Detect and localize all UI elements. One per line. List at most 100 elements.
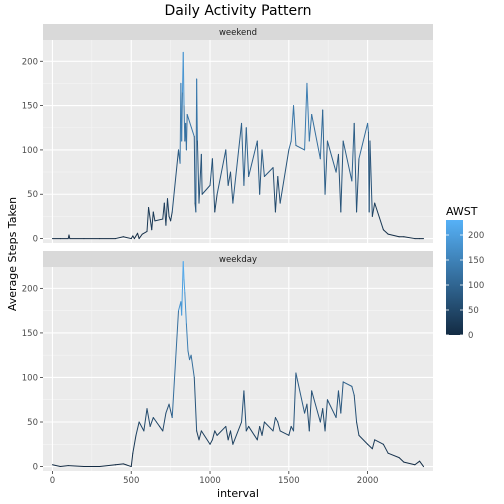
- line-segment: [387, 233, 400, 238]
- line-segment: [256, 140, 261, 195]
- line-segment: [232, 122, 243, 204]
- line-segment: [290, 105, 295, 142]
- chart-title: Daily Activity Pattern: [164, 3, 311, 19]
- legend-tick-label: 100: [468, 281, 484, 291]
- facet-strip-label: weekend: [219, 28, 257, 38]
- x-tick-label: 1000: [199, 476, 221, 486]
- line-segment: [414, 460, 421, 466]
- line-segment: [214, 193, 218, 213]
- y-tick-label: 100: [22, 146, 38, 156]
- line-segment: [225, 149, 229, 186]
- line-segment: [324, 399, 328, 432]
- line-segment: [293, 372, 297, 432]
- line-segment: [232, 421, 243, 445]
- line-segment: [132, 434, 137, 454]
- line-segment: [319, 408, 324, 423]
- line-segment: [263, 167, 274, 178]
- line-segment: [367, 443, 373, 450]
- line-segment: [170, 211, 173, 222]
- line-segment: [337, 390, 342, 414]
- line-segment: [114, 236, 124, 240]
- legend-tick-label: 50: [468, 306, 479, 316]
- line-segment: [162, 412, 167, 432]
- line-segment: [382, 229, 389, 235]
- line-segment: [135, 421, 140, 436]
- line-segment: [67, 465, 85, 468]
- line-segment: [261, 149, 265, 178]
- line-segment: [322, 408, 326, 432]
- line-segment: [181, 91, 183, 142]
- line-segment: [263, 421, 274, 432]
- line-segment: [130, 452, 134, 468]
- line-segment: [326, 399, 337, 419]
- line-segment: [149, 417, 154, 427]
- x-tick-label: 500: [123, 476, 139, 486]
- line-segment: [382, 443, 389, 454]
- line-segment: [230, 430, 234, 445]
- line-segment: [245, 127, 250, 178]
- line-segment: [241, 122, 245, 186]
- line-segment: [133, 232, 139, 240]
- legend-tick-label: 0: [468, 331, 473, 341]
- line-segment: [342, 381, 353, 387]
- line-segment: [243, 390, 247, 432]
- line-segment: [248, 140, 258, 178]
- line-segment: [143, 408, 148, 432]
- line-segment: [369, 140, 373, 217]
- line-segment: [371, 439, 376, 450]
- line-segment: [138, 421, 145, 432]
- line-segment: [337, 153, 342, 213]
- line-segment: [358, 434, 369, 445]
- line-segment: [141, 230, 148, 235]
- line-segment: [308, 390, 313, 432]
- x-tick-label: 1500: [278, 476, 300, 486]
- y-tick-label: 200: [22, 57, 38, 67]
- line-segment: [166, 198, 170, 217]
- line-segment: [209, 158, 213, 186]
- line-segment: [200, 430, 211, 445]
- line-segment: [198, 153, 202, 204]
- line-segment: [259, 149, 263, 195]
- line-segment: [324, 140, 328, 195]
- line-segment: [374, 202, 384, 231]
- line-segment: [256, 425, 261, 441]
- line-segment: [148, 207, 153, 231]
- line-segment: [353, 122, 358, 213]
- line-segment: [171, 149, 180, 213]
- facet-strip: [43, 24, 433, 40]
- line-segment: [211, 430, 216, 441]
- line-segment: [319, 109, 324, 160]
- line-segment: [326, 140, 337, 173]
- line-segment: [367, 122, 369, 133]
- line-segment: [51, 464, 61, 468]
- line-segment: [209, 439, 213, 445]
- line-segment: [259, 425, 263, 436]
- line-segment: [368, 140, 371, 213]
- line-segment: [183, 278, 186, 294]
- line-segment: [306, 403, 310, 432]
- line-segment: [261, 421, 265, 436]
- line-segment: [311, 390, 321, 423]
- line-segment: [114, 463, 124, 466]
- line-segment: [122, 463, 132, 468]
- line-segment: [154, 218, 164, 222]
- series-line-weekday: [51, 261, 425, 468]
- line-segment: [304, 82, 308, 151]
- line-segment: [351, 122, 355, 182]
- line-segment: [151, 211, 154, 231]
- line-segment: [214, 430, 218, 436]
- y-tick-label: 100: [22, 373, 38, 383]
- x-tick-label: 0: [50, 476, 55, 486]
- line-segment: [182, 51, 185, 107]
- x-axis-title: interval: [217, 487, 259, 500]
- line-segment: [230, 171, 234, 204]
- line-segment: [403, 461, 416, 466]
- line-segment: [371, 202, 376, 217]
- facet-strip-label: weekday: [219, 255, 257, 265]
- line-segment: [138, 233, 143, 240]
- panel-background: [43, 40, 433, 243]
- color-legend: AWST 0 50 100 150 200: [446, 205, 484, 341]
